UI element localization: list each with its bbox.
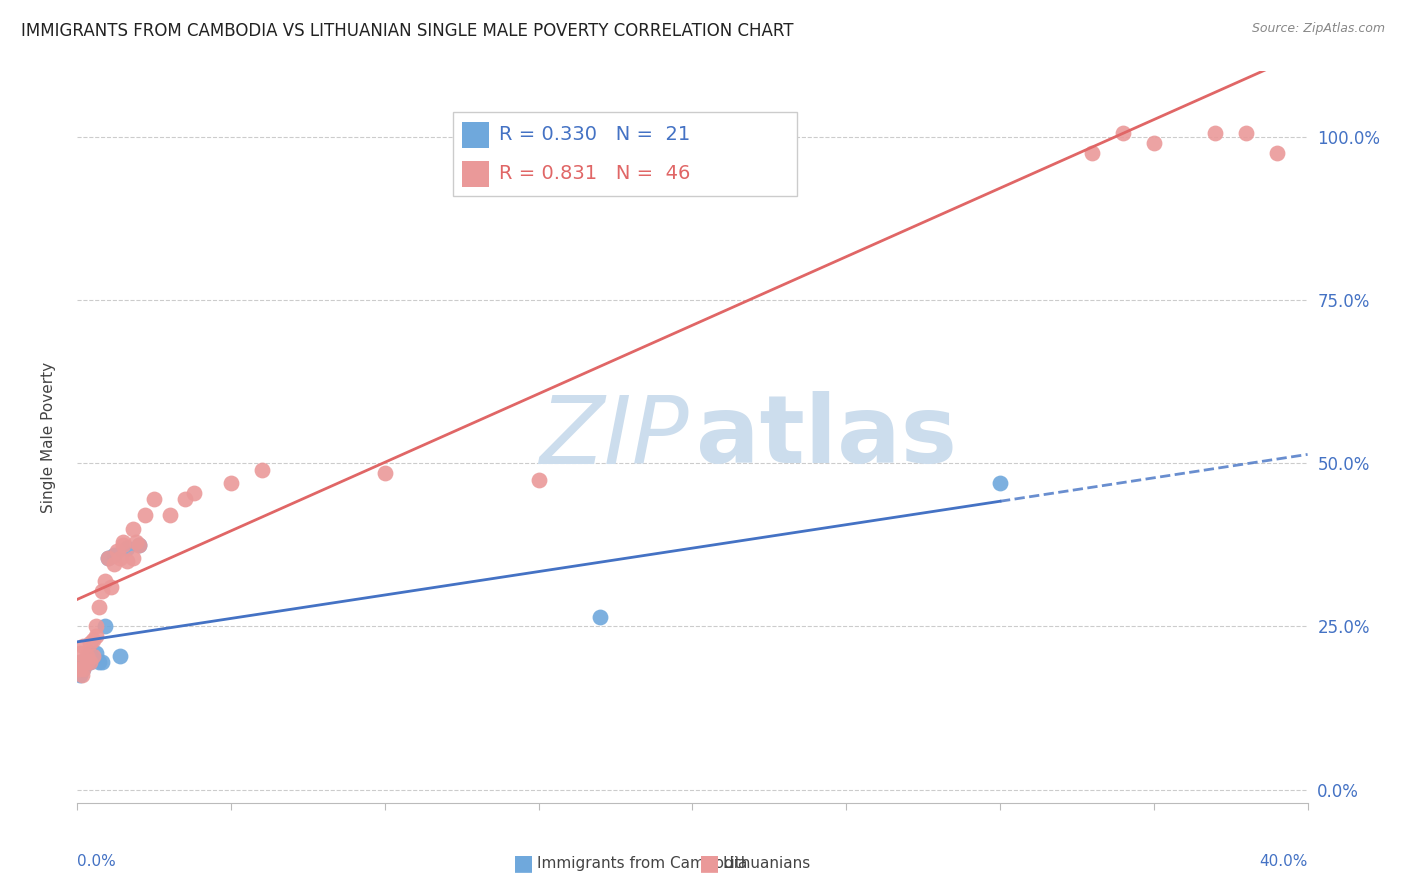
Point [1234,127,1257,141]
Point [374,466,396,480]
Point [94,574,117,588]
Point [134,508,156,523]
Text: IMMIGRANTS FROM CAMBODIA VS LITHUANIAN SINGLE MALE POVERTY CORRELATION CHART: IMMIGRANTS FROM CAMBODIA VS LITHUANIAN S… [21,22,793,40]
Point [76,652,98,666]
Point [589,609,612,624]
Point [121,550,143,565]
Point [72,662,94,676]
Point [84,629,107,643]
Point [72,656,94,670]
Point [69,656,91,670]
Point [67,662,90,676]
Point [94,619,117,633]
Point [115,541,138,555]
Point [159,508,181,523]
Point [82,652,104,666]
Point [527,473,550,487]
Point [128,538,150,552]
Point [87,656,110,670]
Point [90,583,114,598]
Point [1112,127,1135,141]
Point [574,127,596,141]
Point [87,599,110,614]
Text: 40.0%: 40.0% [1260,854,1308,869]
Text: 0.0%: 0.0% [77,854,117,869]
Point [1081,146,1104,161]
Point [79,656,101,670]
Point [72,662,94,676]
Point [121,521,143,535]
Point [69,646,91,660]
Point [110,550,132,565]
Point [143,492,166,507]
Bar [463,161,489,187]
Point [103,558,125,572]
FancyBboxPatch shape [453,112,797,195]
Text: Lithuanians: Lithuanians [723,856,811,871]
Point [69,668,91,682]
Point [988,475,1011,490]
Point [128,538,150,552]
Point [110,648,132,663]
Text: R = 0.831   N =  46: R = 0.831 N = 46 [499,164,690,183]
Point [90,656,114,670]
Point [76,656,98,670]
Point [115,554,138,568]
Point [112,538,135,552]
Point [1143,136,1166,151]
Point [125,534,148,549]
Text: R = 0.330   N =  21: R = 0.330 N = 21 [499,126,690,145]
Point [84,619,107,633]
Text: Immigrants from Cambodia: Immigrants from Cambodia [537,856,748,871]
Point [250,463,273,477]
Point [79,636,101,650]
Point [574,127,596,141]
Y-axis label: Single Male Poverty: Single Male Poverty [42,361,56,513]
Point [76,648,98,663]
Point [84,646,107,660]
Point [97,550,120,565]
Point [103,548,125,562]
Point [70,662,93,676]
Point [76,656,98,670]
Text: ZIP: ZIP [538,392,689,483]
Point [100,580,122,594]
Point [183,485,205,500]
Point [219,475,242,490]
Point [174,492,197,507]
Point [72,639,94,653]
Text: Source: ZipAtlas.com: Source: ZipAtlas.com [1251,22,1385,36]
Text: ■: ■ [513,854,534,873]
Point [70,668,93,682]
Text: ■: ■ [699,854,720,873]
Point [79,656,101,670]
Point [1204,127,1226,141]
Point [97,550,120,565]
Point [82,632,104,647]
Text: atlas: atlas [696,391,957,483]
Point [105,544,128,558]
Point [79,646,101,660]
Point [1265,146,1288,161]
Point [69,656,91,670]
Bar [463,122,489,148]
Point [112,534,135,549]
Point [82,648,104,663]
